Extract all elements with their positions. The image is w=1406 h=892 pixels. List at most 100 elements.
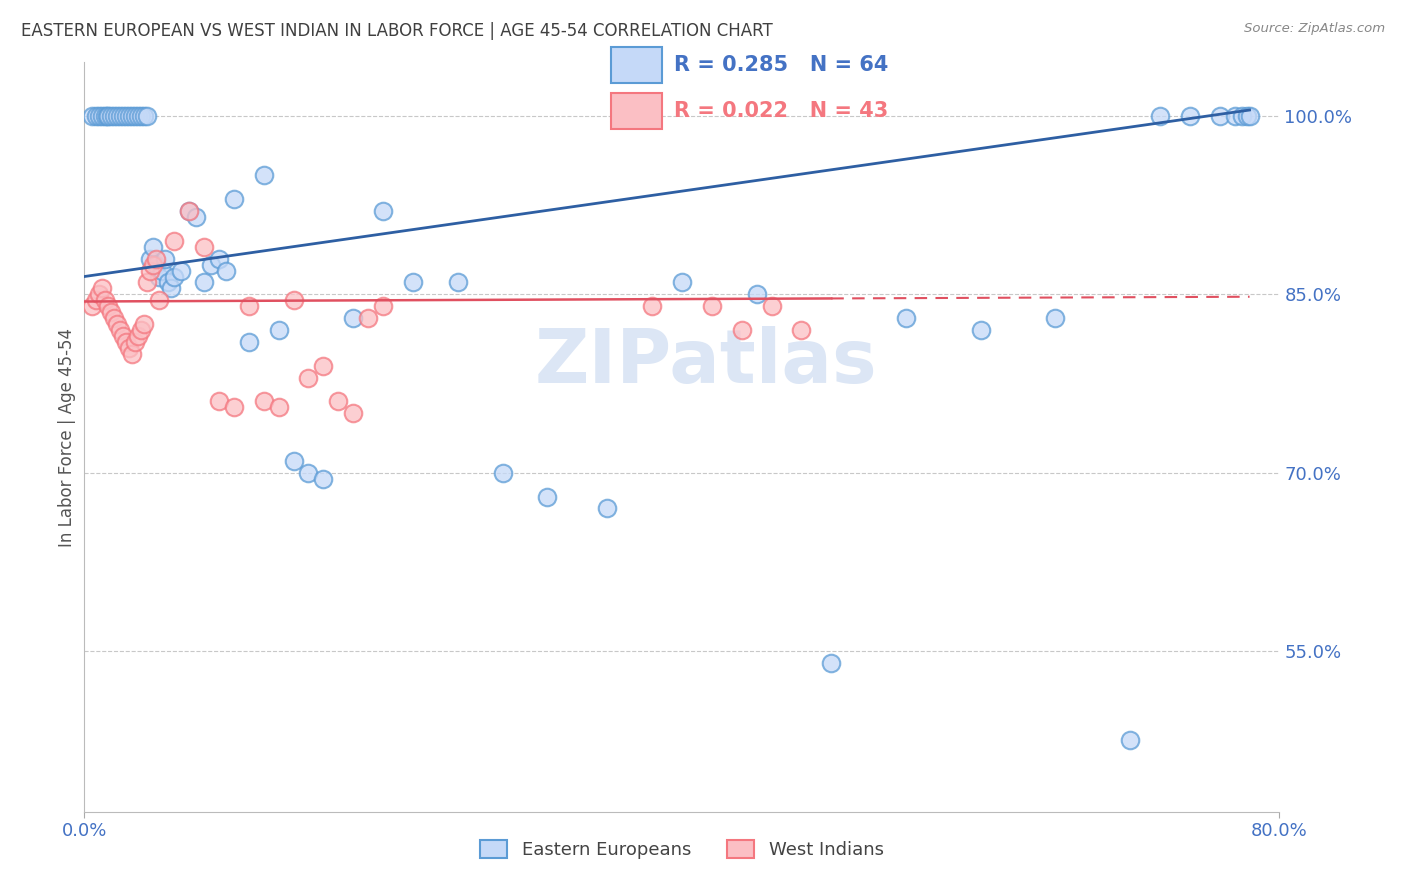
Point	[200, 258, 222, 272]
Point	[312, 359, 335, 373]
Point	[186, 210, 208, 224]
Point	[215, 263, 238, 277]
Point	[1149, 109, 1171, 123]
Point	[536, 490, 558, 504]
Point	[208, 252, 231, 266]
Point	[121, 109, 143, 123]
Point	[148, 293, 170, 308]
Point	[86, 109, 108, 123]
Point	[193, 240, 215, 254]
Point	[267, 401, 290, 415]
Point	[127, 329, 149, 343]
Point	[297, 370, 319, 384]
Point	[596, 501, 619, 516]
Point	[894, 311, 917, 326]
Point	[136, 109, 159, 123]
Point	[671, 276, 693, 290]
Point	[105, 317, 128, 331]
Point	[297, 466, 319, 480]
Point	[132, 109, 156, 123]
Point	[700, 299, 723, 313]
Point	[790, 323, 813, 337]
Point	[761, 299, 783, 313]
FancyBboxPatch shape	[612, 93, 662, 129]
Point	[145, 258, 167, 272]
Point	[373, 204, 395, 219]
Point	[97, 299, 120, 313]
Point	[110, 109, 132, 123]
Point	[94, 293, 117, 308]
Point	[177, 204, 200, 219]
Point	[342, 406, 364, 420]
Point	[80, 299, 103, 313]
Point	[132, 317, 156, 331]
Point	[238, 299, 260, 313]
Point	[222, 401, 245, 415]
Point	[110, 323, 132, 337]
Point	[100, 305, 122, 319]
Point	[970, 323, 993, 337]
Point	[145, 252, 167, 266]
Point	[115, 334, 138, 349]
Point	[1230, 109, 1253, 123]
Point	[193, 276, 215, 290]
Point	[1178, 109, 1201, 123]
Text: R = 0.285   N = 64: R = 0.285 N = 64	[675, 55, 889, 76]
Point	[150, 263, 173, 277]
Point	[238, 334, 260, 349]
Point	[208, 394, 231, 409]
Point	[447, 276, 470, 290]
Point	[121, 347, 143, 361]
Point	[1223, 109, 1246, 123]
Point	[1045, 311, 1067, 326]
Point	[100, 109, 122, 123]
Text: EASTERN EUROPEAN VS WEST INDIAN IN LABOR FORCE | AGE 45-54 CORRELATION CHART: EASTERN EUROPEAN VS WEST INDIAN IN LABOR…	[21, 22, 773, 40]
Point	[402, 276, 425, 290]
Y-axis label: In Labor Force | Age 45-54: In Labor Force | Age 45-54	[58, 327, 76, 547]
Point	[124, 109, 146, 123]
Point	[96, 109, 118, 123]
Point	[163, 234, 186, 248]
Point	[127, 109, 149, 123]
Point	[115, 109, 138, 123]
Point	[312, 472, 335, 486]
Point	[148, 269, 170, 284]
Point	[267, 323, 290, 337]
Point	[103, 109, 125, 123]
Point	[139, 263, 162, 277]
Point	[731, 323, 754, 337]
Point	[129, 323, 152, 337]
Point	[222, 192, 245, 206]
Point	[373, 299, 395, 313]
Point	[328, 394, 350, 409]
Point	[94, 109, 117, 123]
Point	[1119, 733, 1142, 747]
Point	[129, 109, 152, 123]
Point	[124, 334, 146, 349]
Point	[118, 341, 141, 355]
Point	[91, 109, 114, 123]
Point	[357, 311, 380, 326]
Text: ZIPatlas: ZIPatlas	[534, 326, 877, 399]
Point	[139, 252, 162, 266]
Point	[89, 287, 111, 301]
Point	[80, 109, 103, 123]
Point	[342, 311, 364, 326]
Point	[745, 287, 768, 301]
Point	[89, 109, 111, 123]
Point	[170, 263, 193, 277]
Point	[142, 258, 165, 272]
Point	[112, 109, 135, 123]
Point	[153, 252, 176, 266]
Point	[97, 109, 120, 123]
Point	[492, 466, 515, 480]
Point	[163, 269, 186, 284]
Text: R = 0.022   N = 43: R = 0.022 N = 43	[675, 101, 889, 120]
Point	[253, 394, 276, 409]
Point	[118, 109, 141, 123]
Point	[112, 329, 135, 343]
Point	[136, 276, 159, 290]
Text: Source: ZipAtlas.com: Source: ZipAtlas.com	[1244, 22, 1385, 36]
Point	[1209, 109, 1232, 123]
Point	[1236, 109, 1258, 123]
